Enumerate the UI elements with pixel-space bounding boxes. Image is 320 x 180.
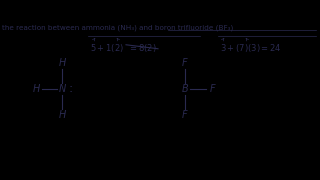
Text: $=8(2)$: $=8(2)$ <box>128 42 157 54</box>
Text: F: F <box>182 58 188 68</box>
Text: H: H <box>58 58 66 68</box>
Text: F: F <box>210 84 216 94</box>
Text: B: B <box>182 84 188 94</box>
Text: the reaction between ammonia (NH₃) and boron trifluoride (BF₃): the reaction between ammonia (NH₃) and b… <box>2 25 233 31</box>
Text: :: : <box>69 82 73 95</box>
Text: H: H <box>32 84 40 94</box>
Text: $3+(7)(3)=24$: $3+(7)(3)=24$ <box>220 42 282 54</box>
Text: H: H <box>58 110 66 120</box>
Text: N: N <box>58 84 66 94</box>
Text: F: F <box>182 110 188 120</box>
Text: $5+1(2)$: $5+1(2)$ <box>90 42 124 54</box>
